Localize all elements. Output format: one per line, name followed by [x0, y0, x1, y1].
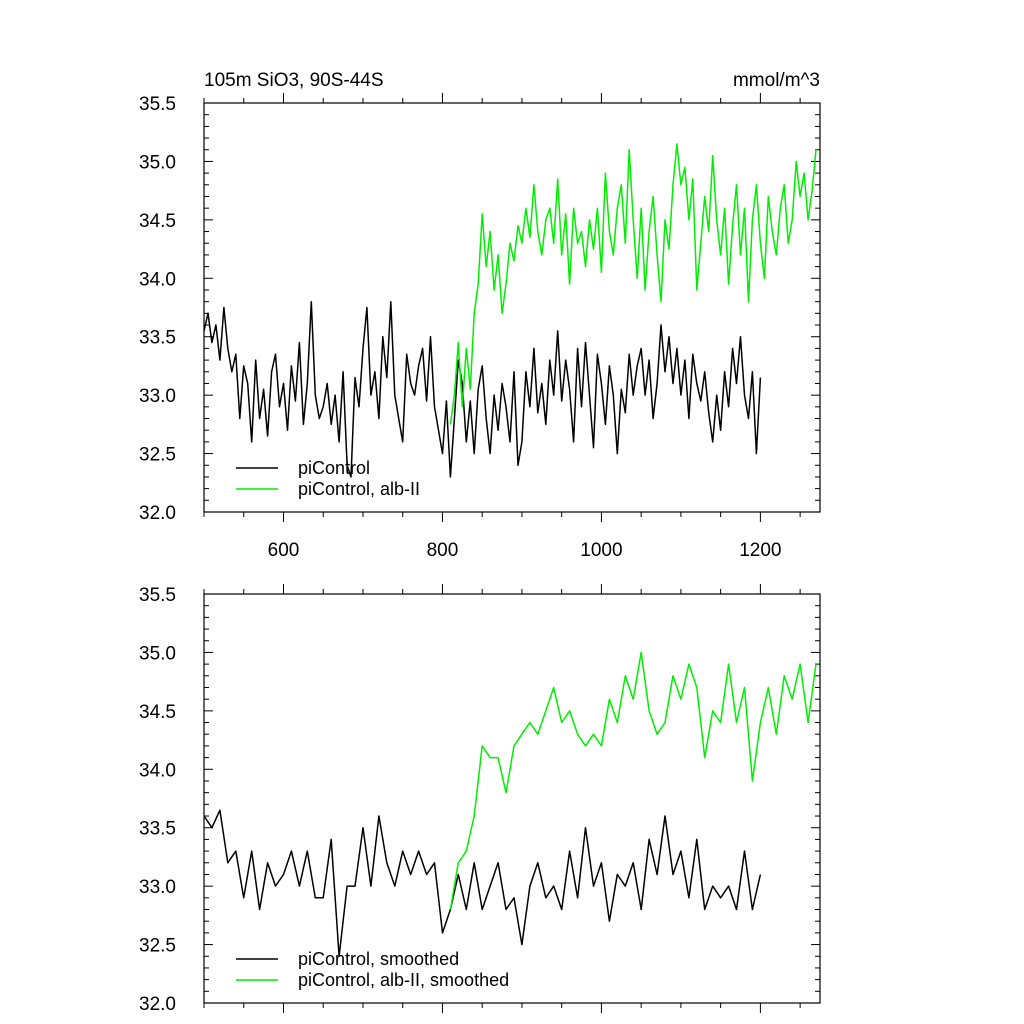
- y-tick-label: 35.0: [139, 152, 176, 173]
- legend-label: piControl, alb-II, smoothed: [298, 970, 509, 990]
- y-tick-label: 32.0: [139, 994, 176, 1015]
- y-tick-label: 35.0: [139, 643, 176, 664]
- figure-title: 105m SiO3, 90S-44S: [204, 70, 384, 91]
- x-tick-label: 1000: [580, 540, 622, 561]
- units-label: mmol/m^3: [733, 70, 820, 91]
- chart-panel-bottom: 32.0 32.5 33.0 33.5 34.0 34.5 35.0 35.5 piContro…: [139, 584, 821, 1015]
- y-tick-label: 34.5: [139, 702, 176, 723]
- y-tick-label: 35.5: [139, 94, 176, 115]
- x-tick-label: 800: [427, 540, 459, 561]
- y-tick-label: 34.5: [139, 211, 176, 232]
- y-tick-label: 33.5: [139, 819, 176, 840]
- y-tick-label: 34.0: [139, 269, 176, 290]
- x-tick-label: 1200: [739, 540, 781, 561]
- x-tick-label: 600: [268, 540, 300, 561]
- plot-frame: [203, 593, 821, 1004]
- y-tick-label: 33.5: [139, 328, 176, 349]
- chart-panel-top: 32.0 32.5 33.0 33.5 34.0 34.5 35.0 35.5 600 800 10…: [139, 93, 821, 561]
- y-tick-label: 33.0: [139, 877, 176, 898]
- legend-label: piControl, smoothed: [298, 949, 459, 969]
- y-tick-label: 32.5: [139, 936, 176, 957]
- y-tick-label: 34.0: [139, 760, 176, 781]
- series-line-control: [203, 809, 762, 958]
- series-line-perturbed: [449, 143, 817, 425]
- legend-label: piControl: [298, 458, 370, 478]
- y-tick-label: 32.0: [139, 503, 176, 524]
- series-line-perturbed: [449, 651, 817, 910]
- y-tick-label: 35.5: [139, 585, 176, 606]
- y-tick-label: 32.5: [139, 445, 176, 466]
- plot-frame: [203, 102, 821, 513]
- series-line-control: [203, 300, 762, 478]
- legend-label: piControl, alb-II: [298, 479, 420, 499]
- y-tick-label: 33.0: [139, 386, 176, 407]
